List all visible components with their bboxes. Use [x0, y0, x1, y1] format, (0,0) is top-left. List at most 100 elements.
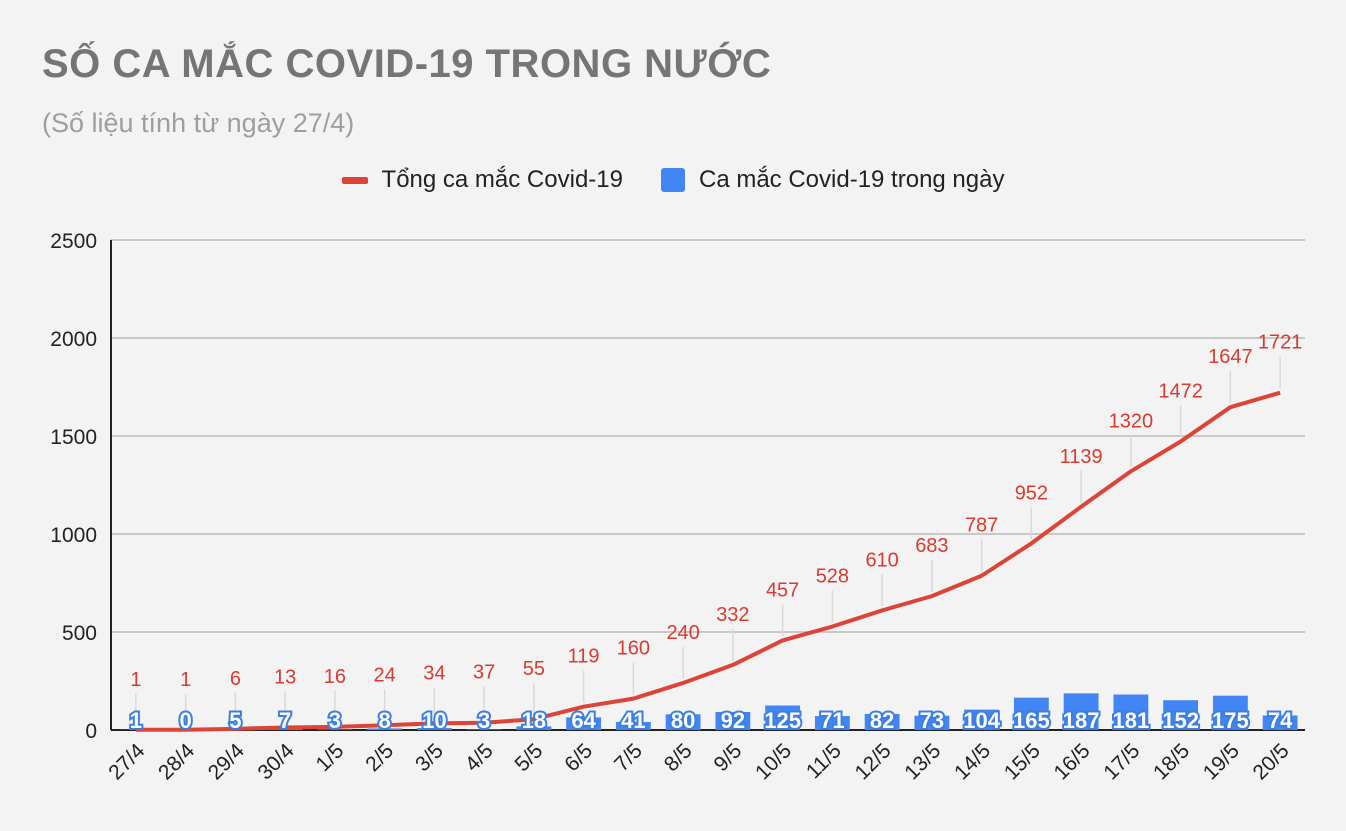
daily-data-label: 71 — [820, 708, 844, 733]
total-data-label: 1320 — [1109, 410, 1154, 432]
x-tick-label: 20/5 — [1248, 739, 1293, 784]
daily-data-label: 80 — [671, 708, 695, 733]
daily-bar — [566, 717, 602, 730]
daily-data-label: 64 — [571, 708, 596, 733]
daily-data-label: 41 — [621, 708, 645, 733]
total-data-label: 55 — [523, 658, 545, 680]
x-tick-label: 1/5 — [311, 739, 348, 776]
daily-bar — [466, 729, 502, 730]
total-data-label: 332 — [716, 604, 749, 626]
total-data-label: 16 — [324, 666, 346, 688]
daily-data-label: 10 — [422, 708, 446, 733]
daily-data-label: 181 — [1113, 708, 1150, 733]
total-data-label: 610 — [865, 549, 898, 571]
legend-label-total: Tổng ca mắc Covid-19 — [381, 166, 623, 193]
daily-data-label: 92 — [721, 708, 745, 733]
daily-data-label: 3 — [478, 708, 490, 733]
total-data-label: 1721 — [1258, 332, 1303, 354]
legend-label-daily: Ca mắc Covid-19 trong ngày — [698, 166, 1005, 193]
y-tick-label: 2000 — [50, 328, 97, 351]
daily-data-label: 3 — [329, 708, 341, 733]
x-tick-label: 5/5 — [510, 739, 547, 776]
total-data-label: 1139 — [1060, 446, 1103, 468]
x-tick-label: 15/5 — [1000, 739, 1045, 784]
total-data-label: 457 — [766, 579, 799, 601]
x-tick-label: 18/5 — [1149, 739, 1194, 784]
x-tick-label: 6/5 — [560, 739, 597, 776]
daily-bar — [1113, 694, 1149, 730]
chart-title: SỐ CA MẮC COVID-19 TRONG NƯỚC — [42, 42, 772, 86]
daily-bar — [964, 709, 1000, 730]
y-tick-label: 1500 — [50, 426, 97, 449]
x-tick-label: 12/5 — [850, 739, 895, 784]
chart-subtitle: (Số liệu tính từ ngày 27/4) — [42, 108, 355, 138]
total-data-label: 240 — [666, 622, 699, 644]
y-tick-label: 2500 — [50, 230, 97, 253]
daily-bar — [715, 711, 751, 730]
total-data-label: 1472 — [1158, 380, 1203, 402]
daily-data-label: 82 — [870, 708, 894, 733]
daily-bar — [516, 726, 552, 730]
daily-data-label: 8 — [379, 708, 391, 733]
total-data-label: 13 — [274, 666, 296, 688]
daily-bar — [615, 721, 651, 730]
total-data-label: 119 — [568, 646, 600, 668]
daily-bar — [367, 728, 403, 730]
daily-bar — [1013, 697, 1049, 730]
total-data-label: 160 — [617, 638, 650, 660]
x-tick-label: 29/4 — [204, 739, 249, 784]
total-data-label: 34 — [423, 662, 445, 684]
x-tick-label: 7/5 — [610, 739, 647, 776]
total-series-line — [135, 390, 1281, 732]
x-tick-label: 17/5 — [1099, 739, 1144, 784]
total-data-label: 683 — [915, 535, 948, 557]
y-tick-label: 500 — [62, 622, 97, 645]
daily-data-label: 73 — [920, 708, 944, 733]
daily-data-label: 152 — [1162, 708, 1199, 733]
daily-bar — [1163, 700, 1199, 730]
legend-swatch-daily — [660, 168, 685, 192]
total-data-label: 1 — [180, 669, 191, 691]
daily-data-label: 104 — [963, 708, 1000, 733]
x-tick-label: 16/5 — [1049, 739, 1094, 784]
x-tick-label: 28/4 — [154, 739, 199, 784]
total-data-label: 528 — [816, 566, 849, 588]
x-tick-label: 9/5 — [709, 739, 746, 776]
daily-bar — [1212, 695, 1248, 730]
daily-bar — [914, 715, 950, 730]
daily-bar — [814, 716, 850, 730]
daily-bar — [1262, 715, 1298, 730]
total-data-label: 24 — [374, 664, 396, 686]
x-tick-label: 14/5 — [950, 739, 995, 784]
total-data-label: 1647 — [1208, 346, 1253, 368]
legend-item-total[interactable]: Tổng ca mắc Covid-19 — [341, 166, 623, 194]
daily-data-label: 5 — [229, 708, 241, 733]
x-tick-label: 13/5 — [900, 739, 945, 784]
daily-bar — [317, 729, 353, 730]
legend: Tổng ca mắc Covid-19 Ca mắc Covid-19 tro… — [0, 166, 1346, 194]
legend-swatch-total — [341, 176, 368, 184]
x-tick-label: 3/5 — [411, 739, 448, 776]
y-tick-label: 0 — [85, 720, 97, 743]
y-tick-label: 1000 — [50, 524, 97, 547]
total-data-label: 787 — [965, 515, 998, 537]
daily-data-label: 18 — [522, 708, 546, 733]
daily-bar — [665, 714, 701, 730]
daily-bar — [416, 728, 452, 730]
daily-data-label: 165 — [1013, 708, 1050, 733]
daily-bar — [765, 705, 801, 730]
daily-data-label: 7 — [279, 708, 291, 733]
total-data-label: 952 — [1015, 482, 1048, 504]
daily-data-label: 175 — [1212, 708, 1249, 733]
total-data-label: 6 — [230, 668, 241, 690]
daily-data-label: 74 — [1268, 708, 1293, 733]
x-tick-label: 8/5 — [660, 739, 697, 776]
x-tick-label: 27/4 — [104, 739, 149, 784]
daily-bar — [864, 713, 900, 730]
daily-data-label: 125 — [764, 708, 801, 733]
daily-data-label: 0 — [180, 708, 192, 733]
legend-item-daily[interactable]: Ca mắc Covid-19 trong ngày — [660, 166, 1005, 194]
x-tick-label: 19/5 — [1199, 739, 1244, 784]
daily-data-label: 187 — [1063, 708, 1100, 733]
